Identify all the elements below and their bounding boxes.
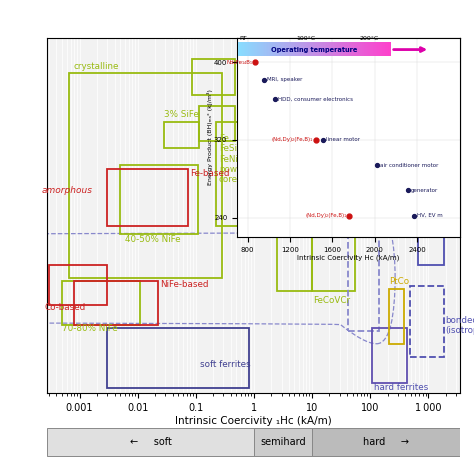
Text: 3% SiFe: 3% SiFe (164, 110, 198, 119)
Bar (312, 428, 460, 456)
Y-axis label: Energy Product (BH)ₘₐˣ (kJ/m³): Energy Product (BH)ₘₐˣ (kJ/m³) (207, 90, 212, 185)
Text: generator: generator (411, 188, 438, 193)
Bar (191, 59, 235, 95)
Text: FeCoNi: FeCoNi (279, 217, 310, 226)
Text: Fe,
FeSi,
FeNi,
powder
cores: Fe, FeSi, FeNi, powder cores (219, 134, 252, 184)
Text: 50% CoFe: 50% CoFe (237, 73, 281, 82)
Bar (410, 286, 444, 357)
Bar (277, 135, 312, 292)
Text: linear motor: linear motor (326, 137, 360, 142)
Bar (164, 121, 199, 148)
Text: FeCoVCr: FeCoVCr (313, 296, 350, 305)
Text: 100°C: 100°C (296, 36, 316, 41)
Text: amorphous: amorphous (41, 186, 92, 195)
Text: crystalline: crystalline (74, 62, 119, 71)
Text: soft ferrites: soft ferrites (201, 360, 251, 369)
Text: Fe-based: Fe-based (190, 169, 229, 178)
Text: 70-80% NiFe: 70-80% NiFe (62, 324, 118, 333)
Text: bonded
(isotropic): bonded (isotropic) (445, 316, 474, 335)
Bar (199, 106, 235, 141)
Text: HV, EV m: HV, EV m (417, 213, 443, 218)
Text: (Nd,Dy)₂(Fe,B)₁: (Nd,Dy)₂(Fe,B)₁ (272, 137, 313, 142)
Bar (107, 169, 189, 226)
Text: Operating temperature: Operating temperature (271, 46, 357, 53)
Text: sintered: sintered (419, 126, 455, 135)
Text: MRI, speaker: MRI, speaker (267, 77, 302, 82)
Bar (254, 428, 312, 456)
Bar (419, 137, 444, 265)
Bar (62, 281, 140, 326)
Text: air conditioner motor: air conditioner motor (380, 163, 438, 168)
Bar (348, 217, 379, 331)
Bar (74, 281, 157, 326)
Bar (389, 289, 404, 344)
Bar (120, 164, 198, 234)
Text: 200°C: 200°C (360, 36, 379, 41)
Text: semihard: semihard (260, 437, 306, 447)
Text: FeCoCr: FeCoCr (329, 140, 361, 149)
Text: PtCo: PtCo (389, 277, 410, 286)
Text: AlNiCo: AlNiCo (379, 230, 409, 239)
X-axis label: Intrinsic Coercivity Hᴄ (kA/m): Intrinsic Coercivity Hᴄ (kA/m) (297, 254, 400, 261)
Text: (Nd,Dy)₂(Fe,B)₁: (Nd,Dy)₂(Fe,B)₁ (306, 213, 347, 218)
Text: 40-50% NiFe: 40-50% NiFe (125, 236, 180, 245)
Text: NiFe-based: NiFe-based (160, 280, 208, 289)
Text: Co-based: Co-based (45, 303, 86, 312)
Text: Fe: Fe (237, 118, 247, 127)
Text: HDD, consumer electronics: HDD, consumer electronics (278, 97, 354, 101)
Bar (216, 121, 249, 226)
Bar (327, 152, 358, 226)
Bar (69, 73, 222, 278)
Text: hard     →: hard → (363, 437, 409, 447)
Bar (312, 226, 355, 292)
Bar (373, 328, 408, 383)
Text: RT: RT (239, 36, 247, 41)
X-axis label: Intrinsic Coercivity ₁Hᴄ (kA/m): Intrinsic Coercivity ₁Hᴄ (kA/m) (175, 416, 332, 426)
Text: Nd₂Fe₁₄B₁: Nd₂Fe₁₄B₁ (227, 60, 252, 64)
Text: ←     soft: ← soft (130, 437, 172, 447)
Text: hard ferrites: hard ferrites (374, 383, 428, 392)
Bar (107, 328, 249, 388)
Bar (47, 428, 254, 456)
Bar (49, 265, 107, 305)
